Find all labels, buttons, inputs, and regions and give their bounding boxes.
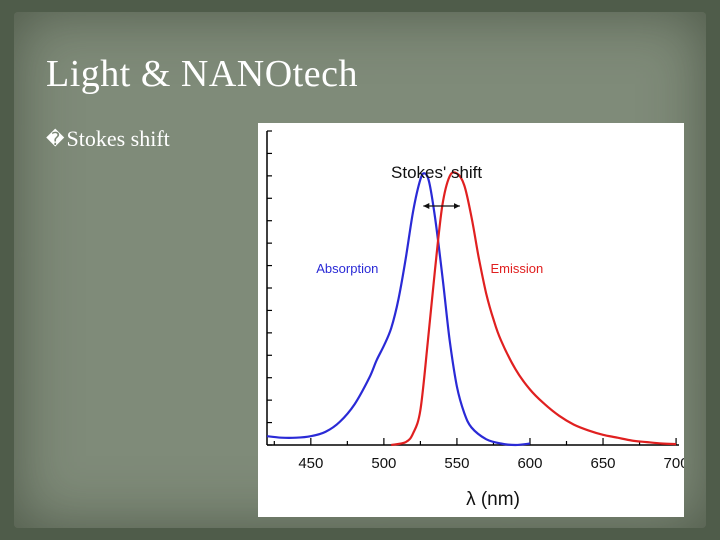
bullet-marker: � (46, 128, 65, 149)
emission-label: Emission (490, 261, 543, 276)
x-tick-label: 550 (444, 455, 469, 472)
absorption-label: Absorption (316, 261, 378, 276)
bullet-item: � Stokes shift (46, 126, 170, 152)
series-lines (266, 171, 677, 447)
bullet-text: Stokes shift (66, 126, 170, 151)
labels: Stokes' shift λ (nm) Absorption Emission (316, 163, 543, 510)
x-tick-label: 600 (517, 455, 542, 472)
x-tick-label: 500 (371, 455, 396, 472)
slide-title: Light & NANOtech (46, 53, 358, 95)
x-tick-label: 650 (591, 455, 616, 472)
chart-panel: 450 500 550 600 650 700 Stokes' shift λ (nm) … (258, 123, 684, 517)
tick-marks: 450 500 550 600 650 700 (267, 130, 684, 472)
x-tick-label: 450 (298, 455, 323, 472)
stokes-shift-annotation: Stokes' shift (391, 163, 482, 182)
emission-curve (390, 171, 677, 447)
absorption-curve (266, 172, 531, 447)
x-tick-label: 700 (664, 455, 684, 472)
x-axis-label: λ (nm) (466, 489, 520, 510)
spectrum-chart: 450 500 550 600 650 700 Stokes' shift λ (nm) … (266, 130, 684, 510)
